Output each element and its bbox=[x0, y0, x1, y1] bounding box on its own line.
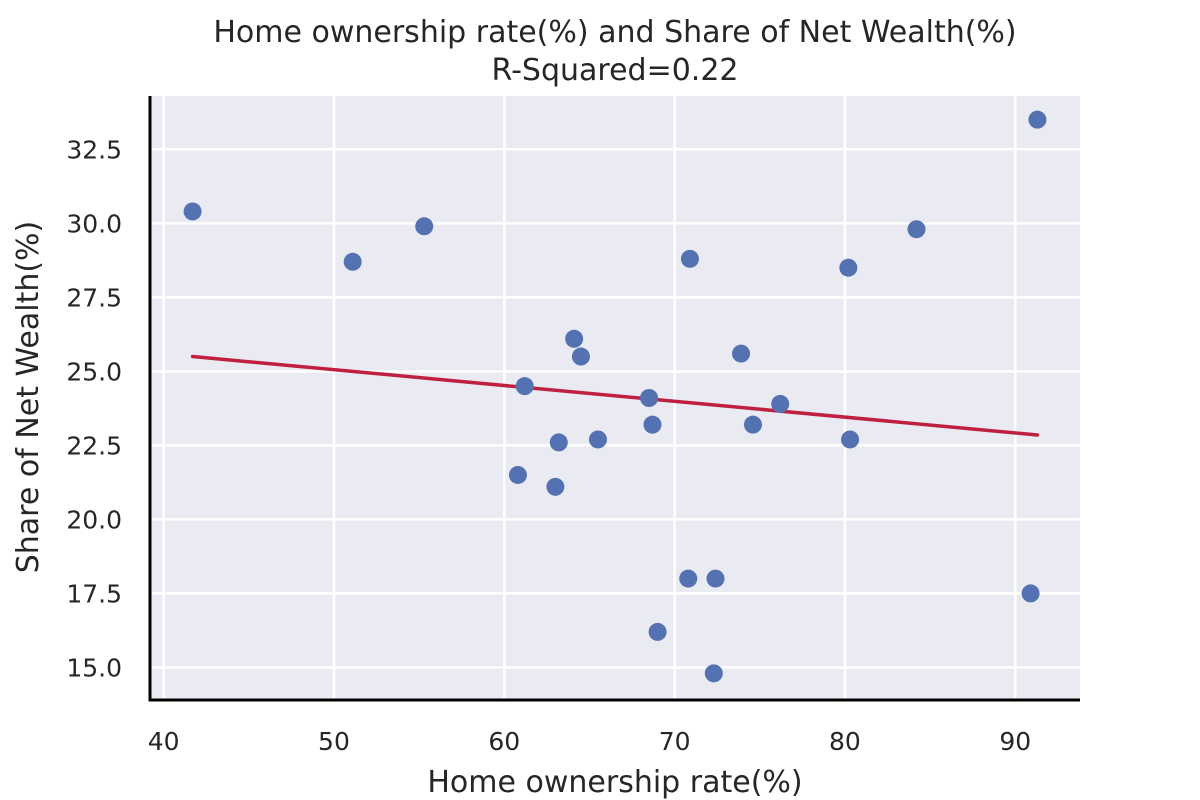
scatter-point bbox=[771, 394, 790, 413]
scatter-point bbox=[839, 258, 858, 277]
x-tick-label: 90 bbox=[999, 727, 1031, 756]
scatter-point bbox=[743, 415, 762, 434]
y-axis-ticks: 15.0 17.5 20.0 22.5 25.0 27.5 30.0 32.5 bbox=[66, 135, 122, 682]
x-tick-label: 80 bbox=[829, 727, 861, 756]
scatter-point bbox=[565, 329, 584, 348]
scatter-point bbox=[546, 477, 565, 496]
y-tick-label: 30.0 bbox=[66, 209, 122, 238]
regression-line bbox=[190, 354, 1040, 437]
y-tick-label: 22.5 bbox=[66, 431, 122, 460]
x-tick-label: 50 bbox=[318, 727, 350, 756]
scatter-point bbox=[704, 664, 723, 683]
chart-title: Home ownership rate(%) and Share of Net … bbox=[213, 15, 1016, 50]
scatter-point bbox=[648, 622, 667, 641]
scatter-point bbox=[183, 202, 202, 221]
scatter-point bbox=[640, 389, 659, 407]
scatter-point bbox=[1028, 110, 1047, 129]
grid-lines bbox=[150, 96, 1080, 700]
y-axis-label: Share of Net Wealth(%) bbox=[11, 221, 46, 574]
x-axis-ticks: 40 50 60 70 80 90 bbox=[148, 727, 1031, 756]
scatter-point bbox=[841, 430, 860, 449]
scatter-point bbox=[680, 249, 699, 268]
x-tick-label: 60 bbox=[488, 727, 520, 756]
chart-subtitle: R-Squared=0.22 bbox=[491, 53, 738, 88]
y-tick-label: 15.0 bbox=[66, 653, 122, 682]
scatter-point bbox=[508, 465, 527, 484]
scatter-point bbox=[732, 344, 751, 363]
x-tick-label: 40 bbox=[148, 727, 180, 756]
scatter-point bbox=[515, 377, 534, 396]
plot-area bbox=[150, 96, 1080, 700]
data-points bbox=[183, 110, 1047, 683]
scatter-point bbox=[588, 430, 607, 449]
y-tick-label: 20.0 bbox=[66, 505, 122, 534]
scatter-point bbox=[907, 220, 926, 239]
y-tick-label: 17.5 bbox=[66, 579, 122, 608]
scatter-point bbox=[571, 347, 590, 366]
y-tick-label: 27.5 bbox=[66, 283, 122, 312]
scatter-point bbox=[1021, 584, 1040, 603]
scatter-point bbox=[549, 433, 568, 452]
y-tick-label: 32.5 bbox=[66, 135, 122, 164]
scatter-point bbox=[415, 217, 434, 236]
scatter-point bbox=[706, 569, 725, 588]
scatter-point bbox=[679, 569, 698, 588]
axes bbox=[148, 96, 1080, 702]
regression-line-group bbox=[190, 354, 1040, 437]
scatter-point bbox=[343, 252, 362, 271]
y-tick-label: 25.0 bbox=[66, 357, 122, 386]
x-axis-label: Home ownership rate(%) bbox=[427, 765, 802, 800]
scatter-point bbox=[643, 415, 662, 434]
x-tick-label: 70 bbox=[659, 727, 691, 756]
